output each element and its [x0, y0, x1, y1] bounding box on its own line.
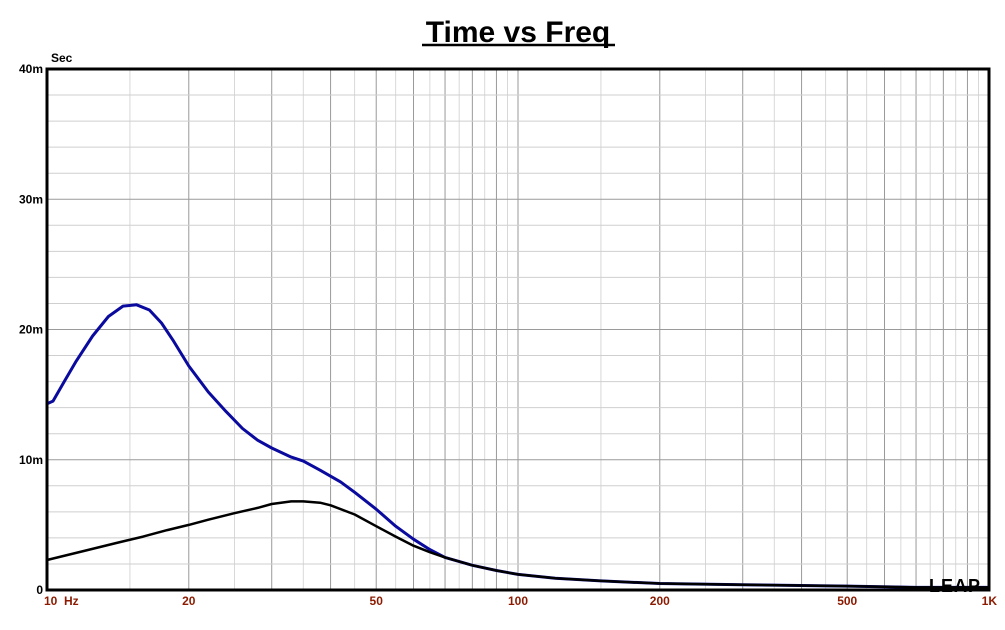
leap-logo: LEAP: [929, 576, 981, 596]
x-tick-label: 20: [182, 594, 196, 608]
series-line-2: [45, 500, 991, 589]
grid-lines: [47, 69, 989, 590]
plot-frame: [45, 67, 991, 592]
y-tick-label: 30m: [19, 192, 43, 206]
y-tick-label: 0: [36, 583, 43, 597]
x-tick-label: 10 Hz: [44, 594, 79, 608]
series-layer: [45, 303, 991, 589]
y-tick-label: 20m: [19, 323, 43, 337]
x-tick-label: 500: [837, 594, 857, 608]
chart-title: Time vs Freq: [426, 16, 611, 49]
y-tick-label: 40m: [19, 62, 43, 76]
x-tick-label: 1K: [982, 594, 998, 608]
y-tick-label: 10m: [19, 453, 43, 467]
y-axis-unit: Sec: [51, 51, 73, 65]
tick-labels: 0 10m 20m 30m 40m 10 Hz 20 50 100 200 500 1K: [19, 62, 997, 608]
x-tick-label: 50: [370, 594, 384, 608]
x-tick-label: 100: [508, 594, 528, 608]
x-tick-label: 200: [650, 594, 670, 608]
